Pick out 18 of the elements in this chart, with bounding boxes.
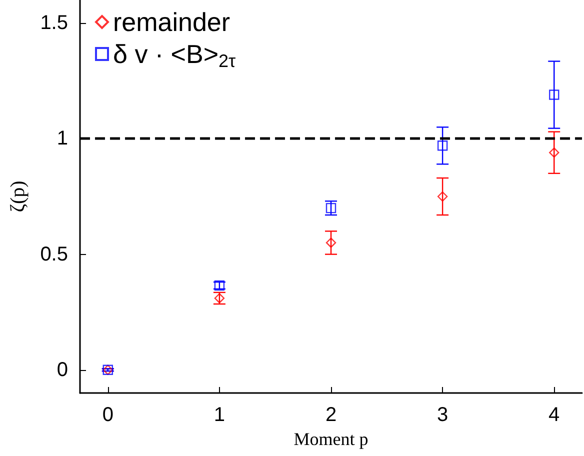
x-tick-label: 3	[436, 404, 448, 426]
point	[326, 202, 336, 214]
point	[549, 147, 560, 158]
y-tick-label: 1.5	[40, 12, 68, 34]
point	[326, 238, 336, 248]
y-tick-label: 0.5	[40, 243, 68, 266]
x-axis-title: Moment p	[294, 428, 368, 449]
point	[549, 90, 560, 100]
y-tick-label: 0	[56, 358, 68, 381]
x-tick-label: 1	[214, 404, 226, 426]
point	[437, 191, 448, 202]
x-tick-label: 2	[325, 404, 337, 426]
legend-label: remainder	[113, 7, 230, 37]
y-axis-title: ζ(p)	[7, 180, 29, 212]
y-tick-label: 1	[56, 128, 68, 150]
x-tick-label: 4	[548, 404, 560, 426]
point	[437, 140, 448, 151]
x-tick-label: 0	[102, 404, 114, 426]
